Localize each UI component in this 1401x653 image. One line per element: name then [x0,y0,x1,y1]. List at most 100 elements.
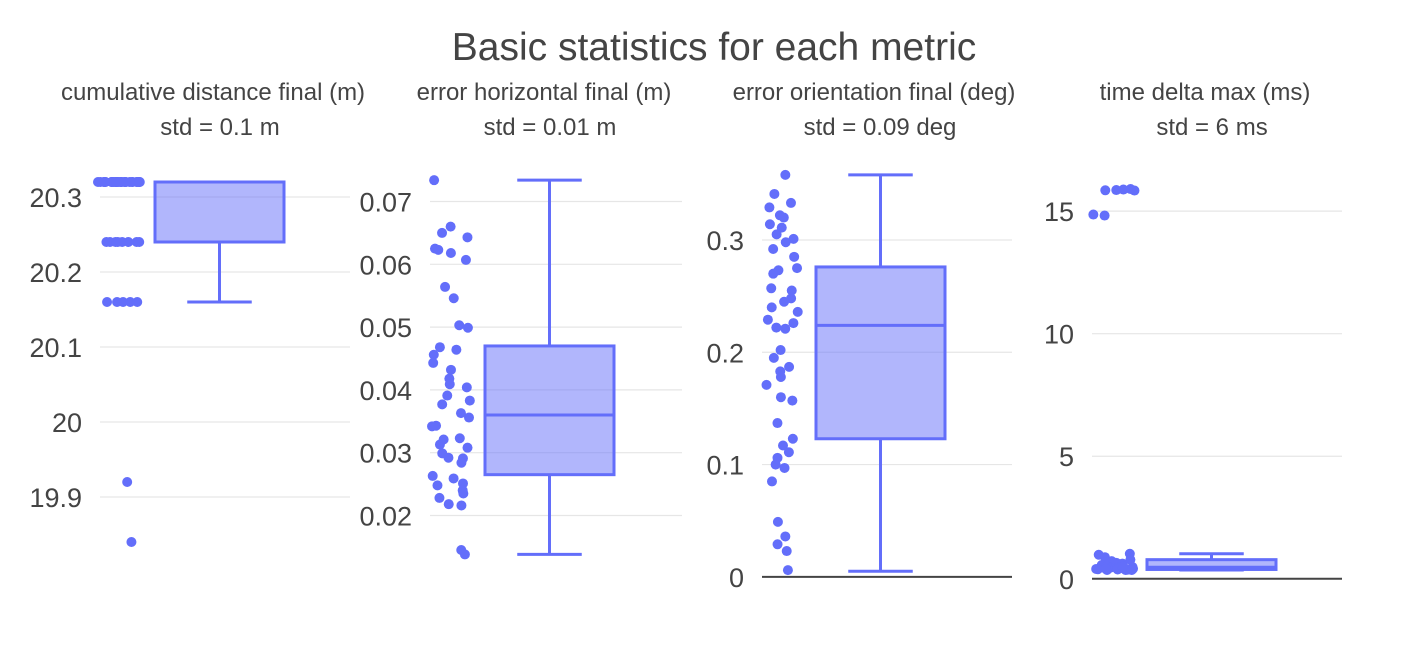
y-tick-label: 0.2 [706,338,744,368]
data-point [122,477,133,487]
data-point [782,565,793,576]
data-point [772,539,783,550]
panel-std-label: std = 0.01 m [484,114,617,141]
data-point [1100,563,1111,574]
data-point [786,285,797,296]
data-point [444,379,455,390]
data-point [769,188,780,199]
data-point [448,293,459,304]
data-point [761,379,772,390]
chart-title: Basic statistics for each metric [452,26,976,69]
data-point [768,243,779,254]
data-point [780,237,791,248]
data-point [456,457,467,468]
data-point [772,516,783,527]
y-tick-label: 0.05 [359,313,412,343]
data-point [464,412,475,423]
panel-1: cumulative distance final (m) std = 0.1 m… [29,79,365,547]
data-point [461,382,472,393]
data-point [459,549,470,560]
data-point [764,202,775,213]
data-point [456,500,467,511]
data-point [428,357,439,368]
panel-std-label: std = 6 ms [1156,114,1267,141]
data-point [427,421,438,432]
data-point [787,433,798,444]
data-point [768,268,779,279]
data-point [454,320,465,331]
data-point [440,281,451,292]
data-point [454,433,465,444]
data-point [120,177,131,187]
data-point [775,392,786,403]
data-point [780,323,791,334]
data-point [762,314,773,325]
data-point [792,306,803,317]
data-point [445,221,456,232]
y-tick-label: 0.1 [706,451,744,481]
data-point [766,302,777,313]
data-point [428,349,439,360]
data-point [771,229,782,240]
data-point [443,499,454,510]
y-tick-label: 20.1 [29,333,82,363]
data-point [429,175,440,186]
data-point [442,390,453,401]
data-point [780,169,791,180]
data-point [433,244,444,255]
y-tick-label: 15 [1044,197,1074,227]
panel-std-label: std = 0.1 m [160,114,279,141]
data-point [1088,209,1099,220]
data-point [781,546,792,557]
panel-title: time delta max (ms) [1100,79,1311,106]
data-point [1129,185,1140,196]
data-point [1111,185,1122,196]
data-point [460,254,471,265]
data-point [434,439,445,450]
y-tick-label: 0.02 [359,501,412,531]
data-point [775,371,786,382]
y-tick-label: 0.03 [359,439,412,469]
data-point [764,219,775,230]
data-point [464,395,475,406]
data-point [132,297,143,307]
y-tick-label: 5 [1059,442,1074,472]
data-point [778,212,789,223]
data-point [462,442,473,453]
data-point [779,296,790,307]
data-point [427,470,438,481]
data-point [784,361,795,372]
data-point [455,408,466,419]
data-point [134,177,145,187]
data-point [126,537,137,547]
data-point [432,480,443,491]
y-tick-label: 20.3 [29,183,82,213]
y-tick-label: 10 [1044,320,1074,350]
data-point [787,395,798,406]
data-point [448,473,459,484]
data-point [458,488,469,499]
y-tick-label: 0.07 [359,188,412,218]
data-point [437,227,448,238]
data-point [789,251,800,262]
data-point [462,232,473,243]
data-point [780,531,791,542]
data-point [778,440,789,451]
y-tick-label: 0 [729,563,744,593]
data-point [1118,561,1129,572]
data-point [445,364,456,375]
data-point [110,177,121,187]
panel-std-label: std = 0.09 deg [804,114,957,141]
data-point [772,418,783,429]
data-point [437,399,448,410]
data-point [445,248,456,259]
y-tick-label: 0.04 [359,376,412,406]
panel-3: error orientation final (deg) std = 0.09 … [706,79,1015,593]
panel-title: error horizontal final (m) [417,79,672,106]
data-point [443,452,454,463]
data-point [462,322,473,333]
data-point [131,237,142,247]
panels: cumulative distance final (m) std = 0.1 m… [29,79,1342,595]
y-tick-label: 0.06 [359,250,412,280]
data-point [1118,184,1129,195]
